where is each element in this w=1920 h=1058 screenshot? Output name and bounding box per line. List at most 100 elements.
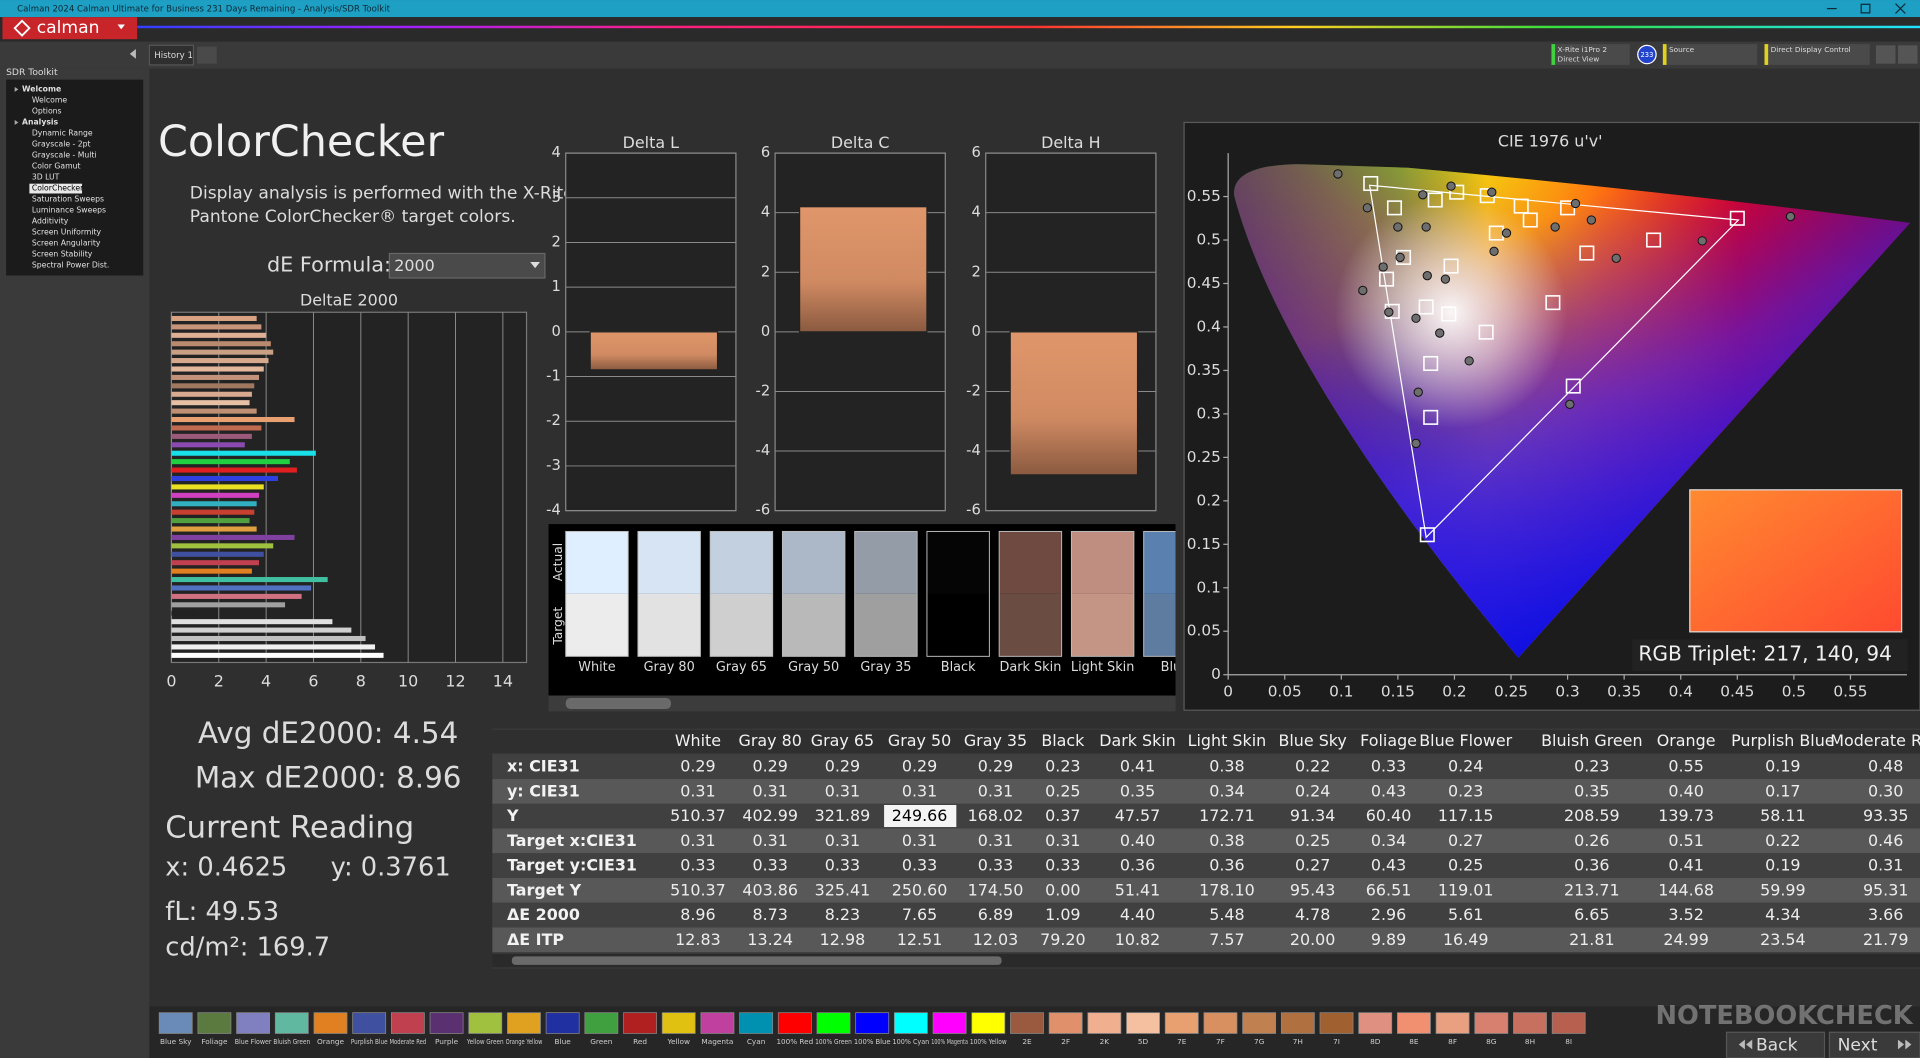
- patch-label: Bluish Green: [273, 1037, 310, 1046]
- patch[interactable]: [894, 1013, 927, 1034]
- actual-point: [1436, 329, 1444, 337]
- y-tick-label: 0.55: [1187, 187, 1221, 205]
- tree-item[interactable]: ColorChecker: [32, 184, 84, 193]
- patch[interactable]: [546, 1013, 579, 1034]
- chart-title: Delta H: [1041, 133, 1100, 152]
- patch[interactable]: [1049, 1013, 1082, 1034]
- patch[interactable]: [275, 1013, 308, 1034]
- tree-item[interactable]: Options: [32, 106, 62, 115]
- patch[interactable]: [817, 1013, 850, 1034]
- patch[interactable]: [1552, 1013, 1585, 1034]
- cell: 4.40: [1120, 905, 1155, 924]
- actual-point: [1363, 204, 1371, 212]
- table: WhiteGray 80Gray 65Gray 50Gray 35BlackDa…: [492, 730, 1920, 952]
- y-tick-label: 0: [551, 323, 560, 340]
- bar: [171, 619, 332, 624]
- patch[interactable]: [159, 1013, 192, 1034]
- x-tick-label: 14: [493, 672, 513, 691]
- x-tick-label: 0.5: [1782, 682, 1806, 700]
- patch[interactable]: [1359, 1013, 1392, 1034]
- patch[interactable]: [1397, 1013, 1430, 1034]
- tree-item[interactable]: Screen Angularity: [32, 239, 101, 248]
- patch[interactable]: [1010, 1013, 1043, 1034]
- cell: 60.40: [1366, 806, 1412, 825]
- patch-label: 2F: [1061, 1037, 1070, 1046]
- y-tick-label: 2: [971, 263, 980, 280]
- patch[interactable]: [1127, 1013, 1160, 1034]
- tree-item[interactable]: Screen Uniformity: [32, 228, 102, 237]
- cell: 0.35: [1120, 781, 1155, 800]
- patch[interactable]: [237, 1013, 270, 1034]
- patch[interactable]: [701, 1013, 734, 1034]
- patch[interactable]: [933, 1013, 966, 1034]
- patch[interactable]: [856, 1013, 889, 1034]
- patch-label: Red: [633, 1037, 647, 1046]
- cell: 8.23: [825, 905, 860, 924]
- patch[interactable]: [1513, 1013, 1546, 1034]
- tree-item[interactable]: Luminance Sweeps: [32, 206, 106, 215]
- tree-item[interactable]: Spectral Power Dist.: [32, 261, 110, 270]
- patch-label: Blue: [555, 1037, 572, 1046]
- swatch-scroll-thumb[interactable]: [566, 698, 671, 709]
- patch[interactable]: [353, 1013, 386, 1034]
- table-scroll-thumb[interactable]: [512, 956, 1002, 965]
- de-formula-label: dE Formula:: [267, 253, 391, 277]
- patch[interactable]: [1281, 1013, 1314, 1034]
- reading-luminance: cd/m²: 169.7: [165, 932, 330, 962]
- patch[interactable]: [1088, 1013, 1121, 1034]
- target-swatch: [710, 594, 772, 656]
- add-tab[interactable]: [197, 47, 217, 64]
- swatch-name: Gray 80: [644, 660, 695, 675]
- patch[interactable]: [740, 1013, 773, 1034]
- tree-item[interactable]: 3D LUT: [32, 173, 60, 182]
- patch[interactable]: [1243, 1013, 1276, 1034]
- patch[interactable]: [507, 1013, 540, 1034]
- patch[interactable]: [1475, 1013, 1508, 1034]
- tree-item[interactable]: Saturation Sweeps: [32, 195, 104, 204]
- patch[interactable]: [391, 1013, 424, 1034]
- tree-item[interactable]: Welcome: [22, 84, 61, 93]
- window-button[interactable]: [1898, 45, 1918, 63]
- cell: 10.82: [1115, 930, 1161, 949]
- chart-title: CIE 1976 u'v': [1498, 132, 1603, 151]
- patch[interactable]: [430, 1013, 463, 1034]
- settings-button[interactable]: [1876, 45, 1896, 63]
- target-swatch: [782, 594, 844, 656]
- tree-item[interactable]: Welcome: [32, 95, 67, 104]
- tree-item[interactable]: Additivity: [32, 217, 69, 226]
- cell: 178.10: [1199, 880, 1255, 899]
- cell: 0.29: [978, 757, 1013, 776]
- cell: 20.00: [1290, 930, 1336, 949]
- actual-point: [1379, 263, 1387, 271]
- cell: 0.25: [1448, 856, 1483, 875]
- tree-item[interactable]: Screen Stability: [32, 250, 93, 259]
- tree-item[interactable]: Dynamic Range: [32, 128, 93, 137]
- patch[interactable]: [624, 1013, 657, 1034]
- tree-item[interactable]: Grayscale - 2pt: [32, 140, 91, 149]
- patch[interactable]: [585, 1013, 618, 1034]
- patch[interactable]: [198, 1013, 231, 1034]
- tree-item[interactable]: Color Gamut: [32, 162, 81, 171]
- patch-label: 8D: [1370, 1037, 1381, 1046]
- patch[interactable]: [778, 1013, 811, 1034]
- patch[interactable]: [314, 1013, 347, 1034]
- patch-label: 100% Magenta: [931, 1037, 968, 1046]
- patch[interactable]: [1165, 1013, 1198, 1034]
- next-label: Next: [1838, 1036, 1878, 1056]
- tree-item[interactable]: Analysis: [22, 117, 59, 126]
- cell: 402.99: [742, 806, 798, 825]
- bar: [171, 409, 256, 414]
- patch[interactable]: [662, 1013, 695, 1034]
- patch[interactable]: [1320, 1013, 1353, 1034]
- x-tick-label: 6: [308, 672, 318, 691]
- cell: 0.34: [1209, 781, 1244, 800]
- y-tick-label: 0.35: [1187, 361, 1221, 379]
- patch[interactable]: [1204, 1013, 1237, 1034]
- patch[interactable]: [469, 1013, 502, 1034]
- patch[interactable]: [1436, 1013, 1469, 1034]
- tree-item[interactable]: Grayscale - Multi: [32, 151, 97, 160]
- patch[interactable]: [972, 1013, 1005, 1034]
- swatch-name: White: [578, 660, 615, 675]
- rainbow-line: [137, 26, 1920, 28]
